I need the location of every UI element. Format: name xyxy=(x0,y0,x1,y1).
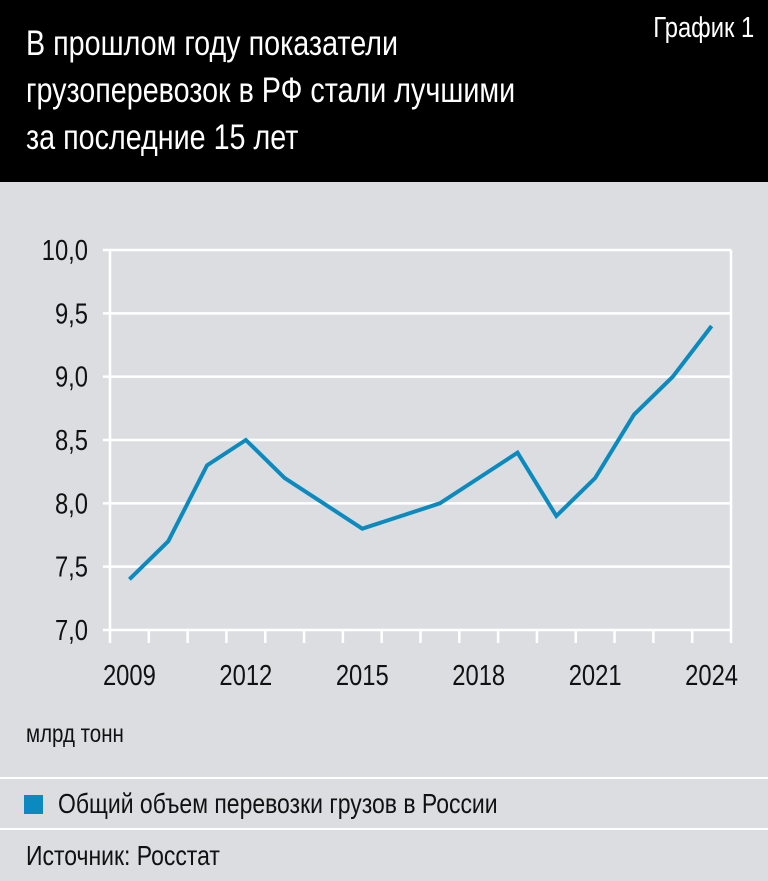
x-tick-label: 2021 xyxy=(569,659,622,692)
x-tick-label: 2009 xyxy=(103,659,156,692)
series-line xyxy=(128,324,714,581)
x-tick-label: 2015 xyxy=(336,659,389,692)
legend-swatch xyxy=(24,794,43,814)
y-tick-label: 7,5 xyxy=(55,550,88,583)
chart-number-text: График 1 xyxy=(652,12,754,44)
y-tick-label: 8,0 xyxy=(55,487,88,520)
x-tick-label: 2012 xyxy=(219,659,272,692)
divider xyxy=(0,777,768,779)
divider xyxy=(0,828,768,830)
title-line: В прошлом году показатели xyxy=(26,24,399,63)
title-line: грузоперевозок в РФ стали лучшими xyxy=(26,71,516,110)
chart-header: В прошлом году показатели грузоперевозок… xyxy=(0,0,768,182)
x-tick-label: 2024 xyxy=(685,659,738,692)
unit-label: млрд тонн xyxy=(26,720,145,749)
chart-number-label: График 1 xyxy=(631,12,754,45)
chart-title: В прошлом году показатели грузоперевозок… xyxy=(26,20,623,161)
y-tick-label: 9,0 xyxy=(55,360,88,393)
y-tick-label: 9,5 xyxy=(55,297,88,330)
source-text: Источник: Росстат xyxy=(26,840,220,871)
x-tick-label: 2018 xyxy=(452,659,505,692)
legend: Общий объем перевозки грузов в России xyxy=(24,788,594,820)
source-note: Источник: Росстат xyxy=(26,840,262,872)
unit-text: млрд тонн xyxy=(26,720,124,748)
legend-label: Общий объем перевозки грузов в России xyxy=(58,788,498,819)
y-tick-label: 8,5 xyxy=(55,424,88,457)
y-tick-label: 7,0 xyxy=(55,614,88,647)
y-tick-label: 10,0 xyxy=(42,234,88,267)
line-chart: 10,0 9,5 9,0 8,5 8,0 7,5 7,0 2009 2012 2015 2018 20… xyxy=(42,234,738,692)
title-line: за последние 15 лет xyxy=(26,118,299,157)
